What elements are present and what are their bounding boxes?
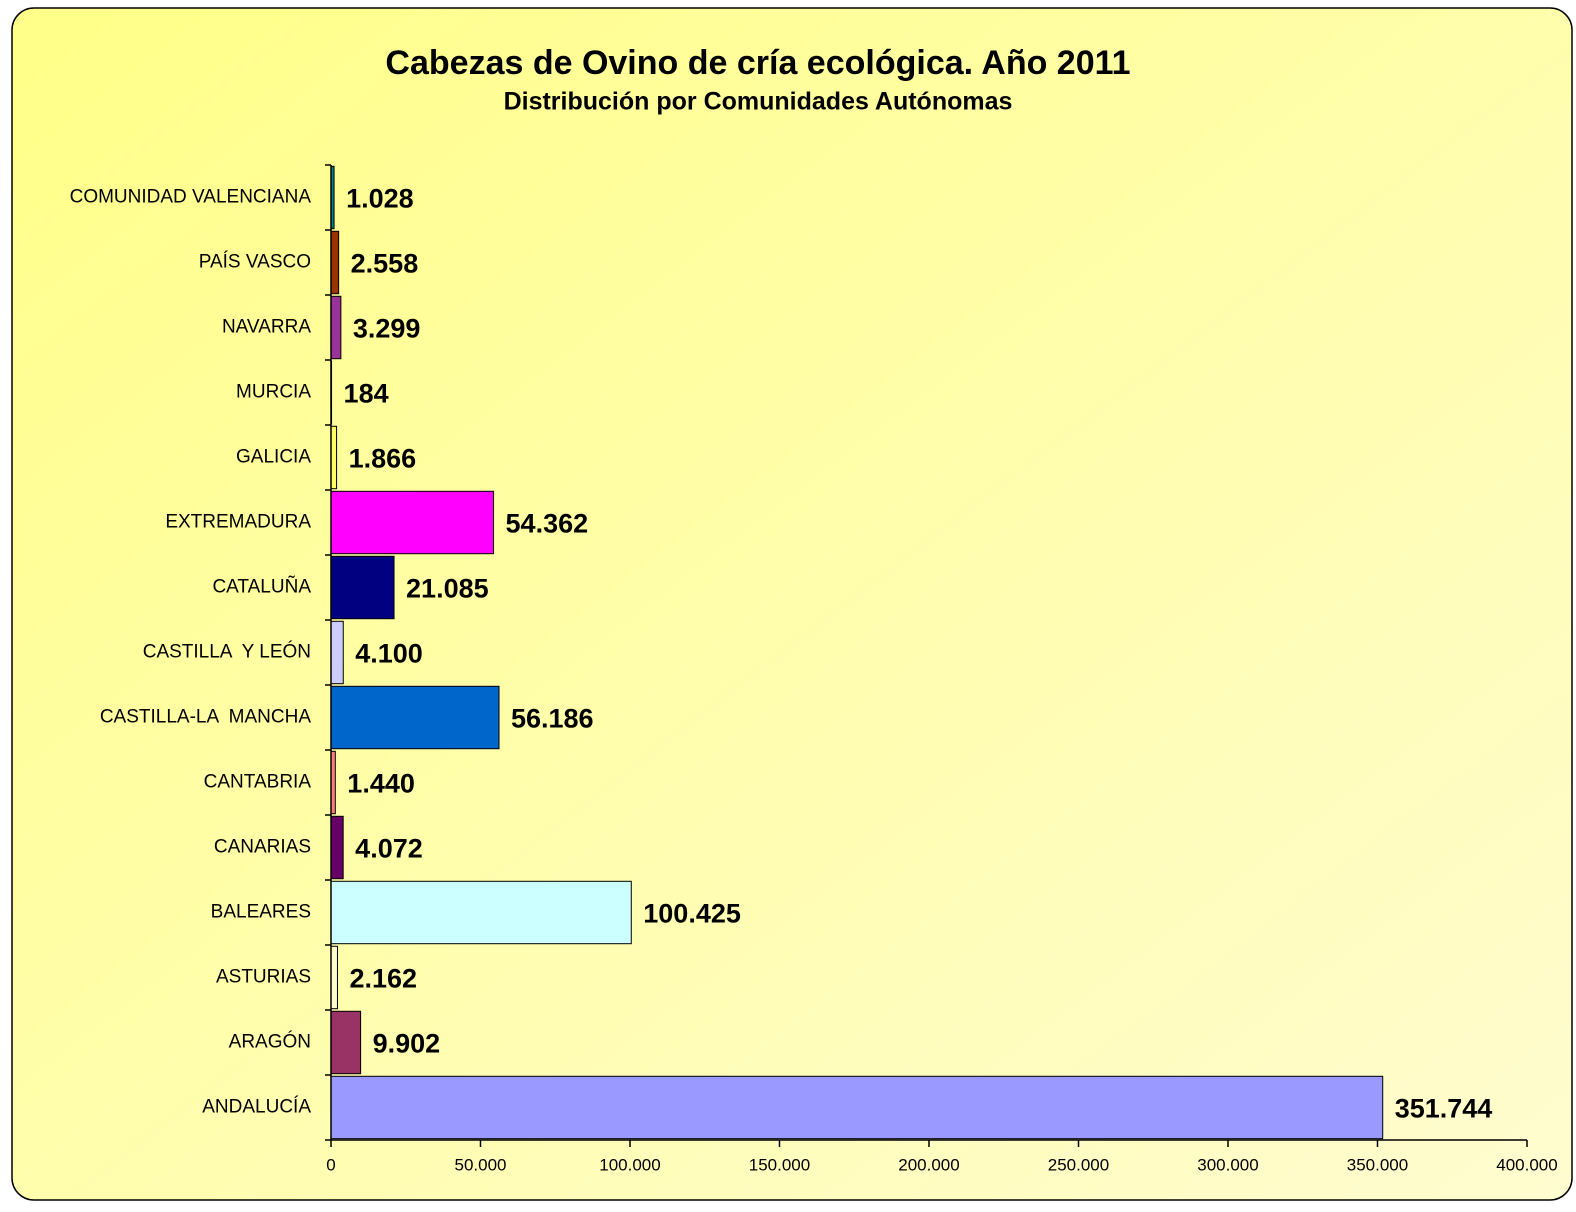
value-label: 21.085 xyxy=(406,574,489,604)
x-tick-label: 300.000 xyxy=(1197,1155,1258,1174)
value-label: 56.186 xyxy=(511,704,594,734)
value-label: 3.299 xyxy=(353,314,421,344)
chart-title: Cabezas de Ovino de cría ecológica. Año … xyxy=(385,44,1130,82)
x-tick-label: 0 xyxy=(326,1155,335,1174)
bar xyxy=(330,555,395,620)
y-tick-label: CASTILLA-LA MANCHA xyxy=(100,707,311,728)
bar xyxy=(330,1010,362,1075)
bar xyxy=(330,425,338,490)
value-label: 351.744 xyxy=(1395,1094,1493,1124)
y-tick-label: NAVARRA xyxy=(222,317,311,338)
value-label: 54.362 xyxy=(506,509,589,539)
y-tick-label: COMUNIDAD VALENCIANA xyxy=(70,187,312,208)
bar xyxy=(330,815,344,880)
y-tick-label: ASTURIAS xyxy=(216,967,311,988)
bar xyxy=(330,295,342,360)
y-tick-label: MURCIA xyxy=(236,382,311,403)
value-label: 4.072 xyxy=(355,834,423,864)
x-tick-label: 400.000 xyxy=(1496,1155,1557,1174)
value-label: 9.902 xyxy=(373,1029,441,1059)
y-tick-label: ARAGÓN xyxy=(229,1031,311,1053)
value-label: 2.558 xyxy=(351,249,419,279)
x-tick-label: 150.000 xyxy=(749,1155,810,1174)
chart-subtitle: Distribución por Comunidades Autónomas xyxy=(504,88,1013,116)
y-tick-label: EXTREMADURA xyxy=(165,512,311,533)
value-label: 1.866 xyxy=(349,444,417,474)
y-tick-label: CATALUÑA xyxy=(212,576,311,598)
bar xyxy=(330,945,338,1010)
x-tick-label: 50.000 xyxy=(455,1155,507,1174)
y-tick-label: BALEARES xyxy=(211,902,311,923)
y-tick-label: ANDALUCÍA xyxy=(202,1097,311,1118)
y-tick-label: CASTILLA Y LEÓN xyxy=(143,641,311,663)
value-label: 1.028 xyxy=(346,184,414,214)
bar xyxy=(330,620,344,685)
bar xyxy=(330,490,495,555)
value-label: 100.425 xyxy=(643,899,741,929)
x-tick-label: 200.000 xyxy=(898,1155,959,1174)
x-tick-label: 350.000 xyxy=(1347,1155,1408,1174)
value-label: 184 xyxy=(344,379,389,409)
x-tick-label: 100.000 xyxy=(599,1155,660,1174)
bar xyxy=(330,230,340,295)
bar xyxy=(330,685,500,750)
value-label: 2.162 xyxy=(349,964,417,994)
bar xyxy=(330,1075,1384,1140)
y-tick-label: CANARIAS xyxy=(214,837,311,858)
value-label: 4.100 xyxy=(355,639,423,669)
y-tick-label: PAÍS VASCO xyxy=(199,252,311,273)
y-tick-label: GALICIA xyxy=(236,447,311,468)
value-label: 1.440 xyxy=(347,769,415,799)
bar xyxy=(330,880,632,945)
x-tick-label: 250.000 xyxy=(1048,1155,1109,1174)
y-tick-label: CANTABRIA xyxy=(204,772,312,793)
